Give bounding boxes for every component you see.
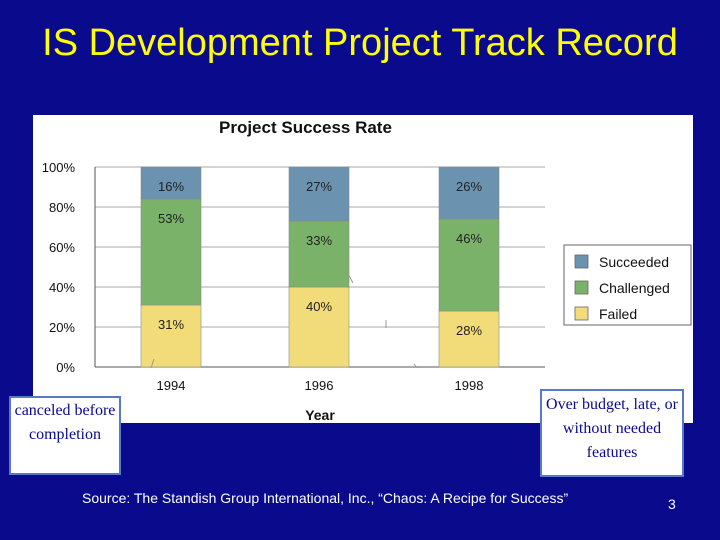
source-citation: Source: The Standish Group International… — [82, 490, 569, 506]
data-label: 31% — [158, 317, 184, 332]
bar-succeeded-1994 — [140, 166, 202, 200]
data-label: 53% — [158, 211, 184, 226]
y-tick-label: 40% — [49, 280, 75, 295]
legend-label: Succeeded — [599, 254, 669, 270]
stacked-bar-chart: Project Success Rate 0% 20% 40% 60% 80% 100% 31… — [42, 118, 692, 423]
y-tick-label: 100% — [42, 160, 76, 175]
data-label: 40% — [306, 299, 332, 314]
bar-succeeded-1998 — [438, 166, 500, 220]
y-tick-label: 60% — [49, 240, 75, 255]
over-budget-callout: Over budget, late, or without needed fea… — [540, 389, 684, 477]
x-tick-label: 1998 — [455, 378, 484, 393]
bar-challenged-1994 — [140, 198, 202, 306]
data-label: 28% — [456, 323, 482, 338]
bar-failed-1998 — [438, 310, 500, 368]
canceled-callout: canceled before completion — [9, 396, 121, 475]
bar-challenged-1998 — [438, 218, 500, 312]
legend-swatch-succeeded — [574, 254, 589, 269]
data-label: 26% — [456, 179, 482, 194]
callout-leader — [413, 363, 418, 369]
slide-title: IS Development Project Track Record — [42, 22, 678, 64]
legend-label: Challenged — [599, 280, 670, 296]
bar-challenged-1996 — [288, 220, 350, 288]
data-label: 27% — [306, 179, 332, 194]
x-tick-label: 1996 — [305, 378, 334, 393]
data-label: 33% — [306, 233, 332, 248]
legend-swatch-failed — [574, 306, 589, 321]
data-label: 16% — [158, 179, 184, 194]
bar-succeeded-1996 — [288, 166, 350, 222]
legend-swatch-challenged — [574, 280, 589, 295]
x-axis-label: Year — [305, 407, 335, 423]
chart-title: Project Success Rate — [219, 118, 392, 137]
y-tick-label: 0% — [56, 360, 75, 375]
page-number: 3 — [668, 496, 676, 512]
chart-panel: Project Success Rate 0% 20% 40% 60% 80% 100% 31… — [33, 115, 693, 423]
x-tick-label: 1994 — [157, 378, 186, 393]
legend-label: Failed — [599, 306, 637, 322]
y-tick-label: 20% — [49, 320, 75, 335]
data-label: 46% — [456, 231, 482, 246]
callout-leader — [345, 269, 354, 284]
bar-failed-1996 — [288, 286, 350, 368]
bar-failed-1994 — [140, 304, 202, 368]
callout-leader — [150, 358, 155, 369]
y-tick-label: 80% — [49, 200, 75, 215]
